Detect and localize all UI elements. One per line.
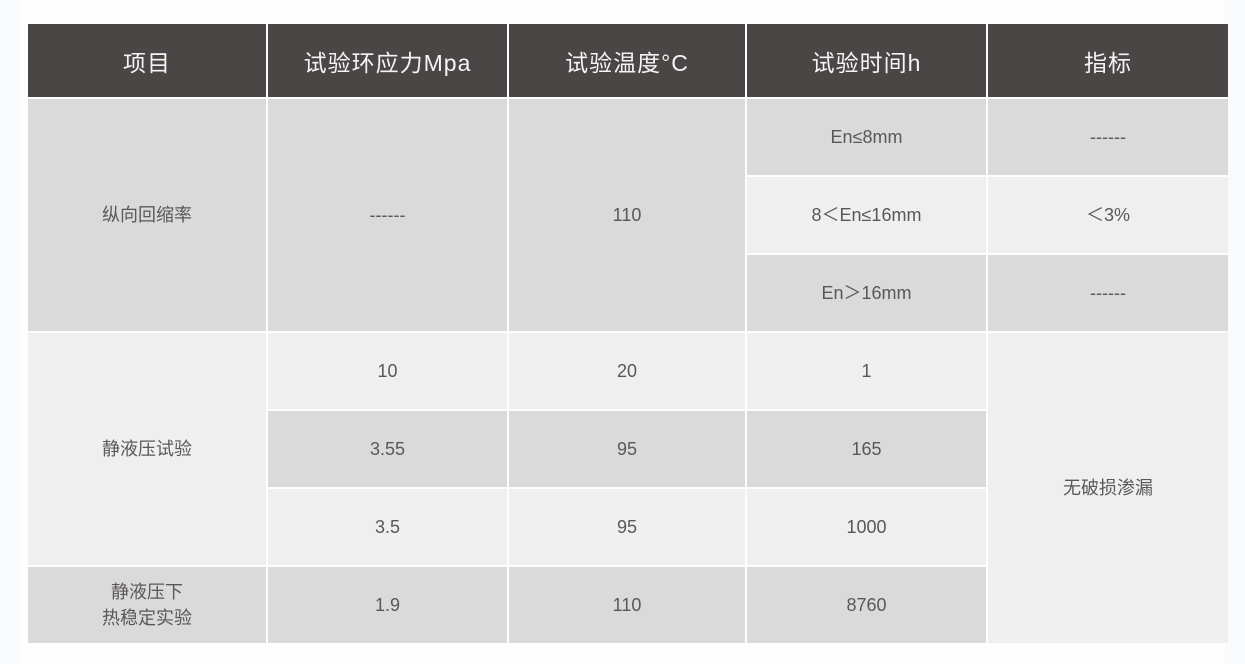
table-row: 3.5 95 1000: [28, 489, 1228, 565]
cell-time-en-8-16: 8＜En≤16mm: [747, 177, 986, 253]
cell-indicator-no-leak: 无破损渗漏: [988, 333, 1228, 643]
item-thermal-line1: 静液压下: [111, 581, 183, 602]
cell-stress-thermal: 1.9: [268, 567, 507, 643]
table-row: 3.55 95 165: [28, 411, 1228, 487]
cell-item-shrinkage: 纵向回缩率: [28, 99, 266, 331]
cell-stress-hydro-2: 3.55: [268, 411, 507, 487]
cell-temperature-thermal: 110: [509, 567, 745, 643]
col-header-indicator: 指标: [988, 24, 1228, 97]
cell-stress-shrinkage: ------: [268, 99, 507, 331]
cell-time-thermal: 8760: [747, 567, 986, 643]
table-row: En＞16mm ------: [28, 255, 1228, 331]
cell-time-en-gt-16: En＞16mm: [747, 255, 986, 331]
header-row: 项目 试验环应力Mpa 试验温度°C 试验时间h 指标: [28, 24, 1228, 97]
cell-temperature-shrinkage: 110: [509, 99, 745, 331]
page-edge-right: [1225, 0, 1245, 664]
cell-temperature-hydro-2: 95: [509, 411, 745, 487]
table-row: 8＜En≤16mm ＜3%: [28, 177, 1228, 253]
col-header-item: 项目: [28, 24, 266, 97]
cell-stress-hydro-1: 10: [268, 333, 507, 409]
cell-time-hydro-2: 165: [747, 411, 986, 487]
table-row: 静液压下 热稳定实验 1.9 110 8760: [28, 567, 1228, 643]
table-row: 静液压试验 10 20 1 无破损渗漏: [28, 333, 1228, 643]
cell-stress-hydro-3: 3.5: [268, 489, 507, 565]
table-row: 纵向回缩率 ------ 110 En≤8mm ------: [28, 99, 1228, 331]
cell-indicator-en-le-8: ------: [988, 99, 1228, 175]
cell-indicator-en-gt-16: ------: [988, 255, 1228, 331]
cell-time-hydro-3: 1000: [747, 489, 986, 565]
item-thermal-line2: 热稳定实验: [102, 608, 192, 628]
col-header-temperature: 试验温度°C: [509, 24, 745, 97]
cell-time-en-le-8: En≤8mm: [747, 99, 986, 175]
cell-temperature-hydro-1: 20: [509, 333, 745, 409]
cell-item-thermal-stability: 静液压下 热稳定实验: [28, 567, 266, 643]
page-edge-left: [0, 0, 20, 664]
spec-table: 项目 试验环应力Mpa 试验温度°C 试验时间h 指标 纵向回缩率 ------…: [26, 22, 1230, 645]
cell-temperature-hydro-3: 95: [509, 489, 745, 565]
col-header-ring-stress: 试验环应力Mpa: [268, 24, 507, 97]
cell-time-hydro-1: 1: [747, 333, 986, 409]
col-header-time: 试验时间h: [747, 24, 986, 97]
cell-indicator-en-8-16: ＜3%: [988, 177, 1228, 253]
cell-item-hydrostatic: 静液压试验: [28, 333, 266, 565]
